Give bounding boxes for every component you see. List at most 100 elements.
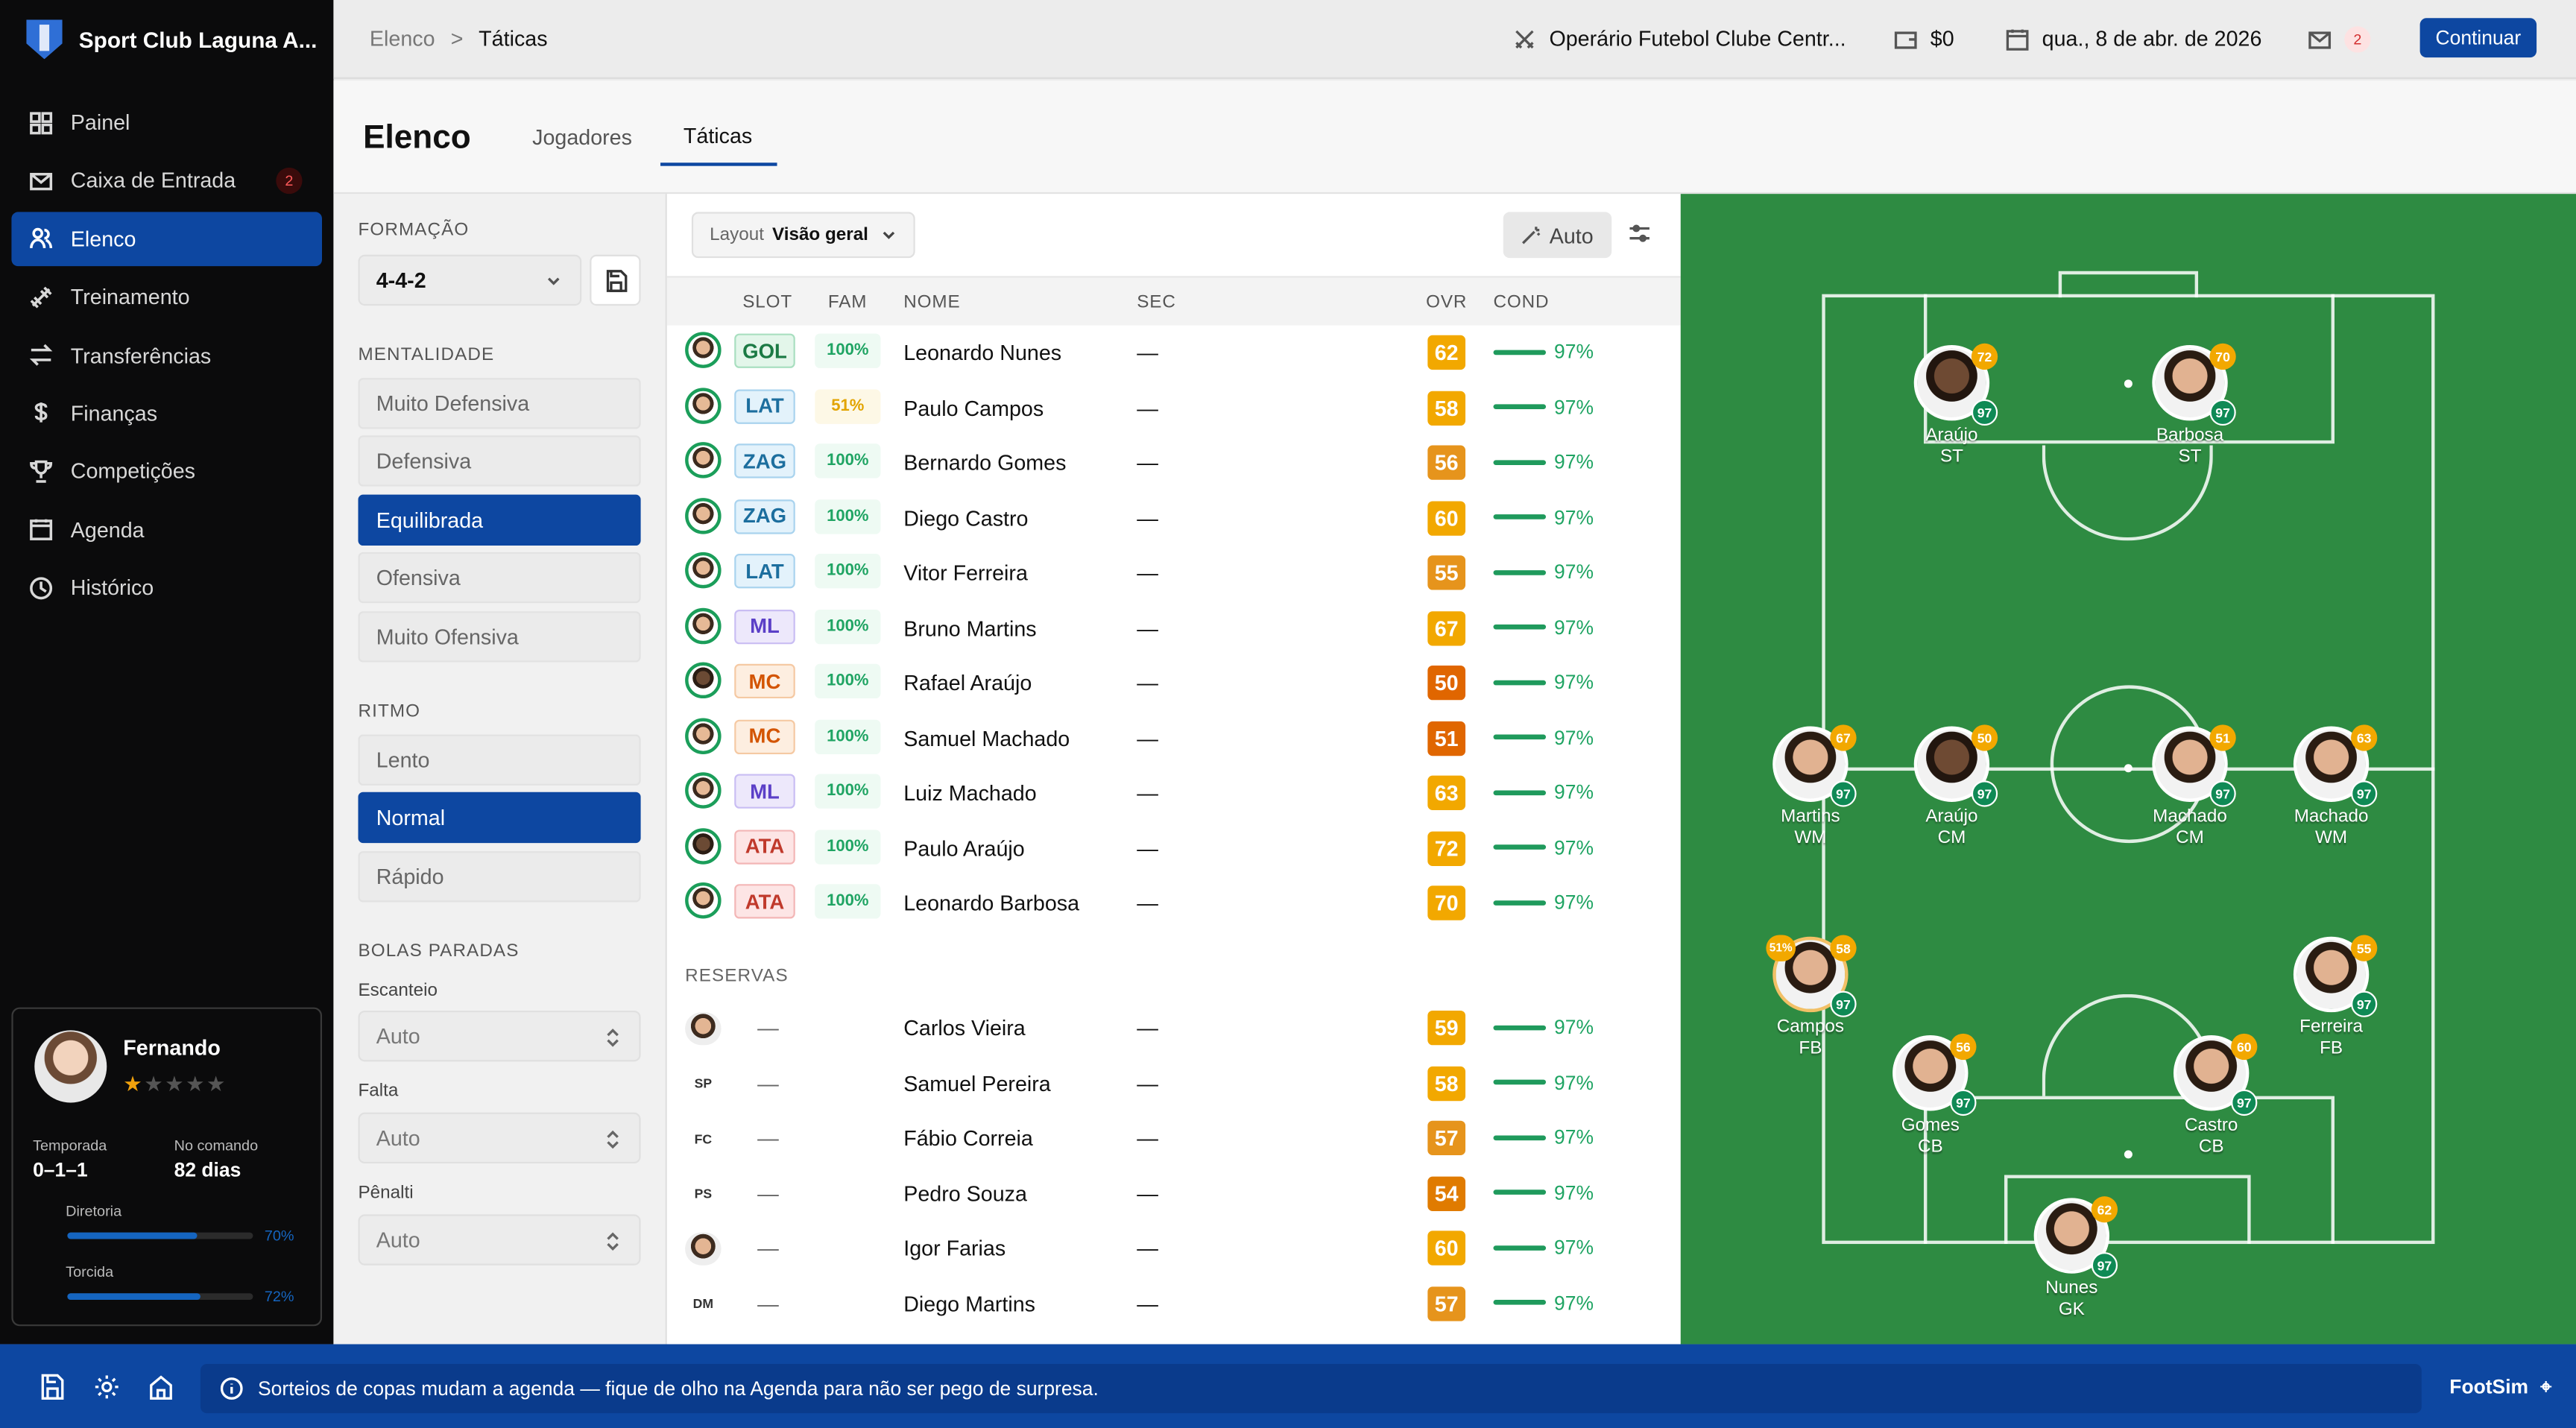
col-header-name[interactable]: NOME bbox=[903, 292, 961, 312]
slot-badge[interactable]: LAT bbox=[734, 554, 795, 589]
slot-badge[interactable]: ML bbox=[734, 608, 795, 644]
slot-badge[interactable]: ZAG bbox=[734, 499, 795, 534]
layout-select[interactable]: Layout Visão geral bbox=[691, 212, 915, 259]
player-name[interactable]: Leonardo Barbosa bbox=[903, 891, 1080, 916]
sidebar-item-treinamento[interactable]: Treinamento bbox=[11, 270, 322, 324]
pitch-player[interactable]: 72 97 Araújo ST bbox=[1894, 343, 2009, 468]
player-name[interactable]: Bernardo Gomes bbox=[903, 450, 1067, 476]
sidebar-item-transferencias[interactable]: Transferências bbox=[11, 328, 322, 382]
table-row[interactable]: ATA 100% Leonardo Barbosa — 70 97% bbox=[667, 876, 1681, 931]
formation-select[interactable]: 4-4-2 bbox=[358, 254, 582, 306]
mentality-option-muito-defensiva[interactable]: Muito Defensiva bbox=[358, 378, 641, 429]
tempo-option-lento[interactable]: Lento bbox=[358, 734, 641, 786]
table-row[interactable]: SP — Samuel Pereira — 58 97% bbox=[667, 1056, 1681, 1111]
mail-button[interactable]: 2 bbox=[2308, 25, 2371, 52]
player-name[interactable]: Leonardo Nunes bbox=[903, 340, 1062, 365]
pitch-player[interactable]: 56 97 Gomes CB bbox=[1873, 1033, 1988, 1158]
pitch-player[interactable]: 70 97 Barbosa ST bbox=[2133, 343, 2247, 468]
save-icon[interactable] bbox=[40, 1374, 66, 1400]
tempo-option-rapido[interactable]: Rápido bbox=[358, 851, 641, 903]
current-date[interactable]: qua., 8 de abr. de 2026 bbox=[2006, 26, 2261, 51]
player-name[interactable]: Carlos Vieira bbox=[903, 1015, 1026, 1040]
player-name[interactable]: Diego Castro bbox=[903, 505, 1029, 531]
table-row[interactable]: LAT 51% Paulo Campos — 58 97% bbox=[667, 380, 1681, 435]
col-header-ovr[interactable]: OVR bbox=[1426, 292, 1468, 312]
pitch-player[interactable]: 55 97 Ferreira FB bbox=[2273, 935, 2388, 1060]
table-row[interactable]: ZAG 100% Bernardo Gomes — 56 97% bbox=[667, 435, 1681, 490]
footsim-brand[interactable]: FootSim ⌖ bbox=[2449, 1375, 2551, 1400]
sidebar-item-historico[interactable]: Histórico bbox=[11, 560, 322, 615]
col-header-fam[interactable]: FAM bbox=[827, 292, 868, 312]
tab-jogadores[interactable]: Jogadores bbox=[532, 124, 632, 150]
sidebar-item-competicoes[interactable]: Competições bbox=[11, 444, 322, 499]
slot-badge[interactable]: MC bbox=[734, 663, 795, 699]
freekick-taker-select[interactable]: Auto bbox=[358, 1112, 641, 1164]
pitch-player[interactable]: 63 97 Machado WM bbox=[2273, 724, 2388, 850]
gear-icon[interactable] bbox=[94, 1374, 120, 1400]
player-name[interactable]: Diego Martins bbox=[903, 1290, 1036, 1315]
table-row[interactable]: — Igor Farias — 60 97% bbox=[667, 1221, 1681, 1276]
club-brand[interactable]: Sport Club Laguna A... bbox=[0, 0, 333, 79]
player-name[interactable]: Paulo Campos bbox=[903, 395, 1044, 420]
corner-taker-select[interactable]: Auto bbox=[358, 1010, 641, 1062]
slot-badge[interactable]: ZAG bbox=[734, 443, 795, 478]
col-header-sec[interactable]: SEC bbox=[1137, 292, 1176, 312]
sliders-icon[interactable] bbox=[1628, 222, 1651, 245]
table-row[interactable]: MC 100% Rafael Araújo — 50 97% bbox=[667, 656, 1681, 711]
col-header-slot[interactable]: SLOT bbox=[742, 292, 793, 312]
col-header-cond[interactable]: COND bbox=[1493, 292, 1550, 312]
table-row[interactable]: GOL 100% Leonardo Nunes — 62 97% bbox=[667, 326, 1681, 381]
pitch-player[interactable]: 62 97 Nunes GK bbox=[2014, 1196, 2129, 1321]
player-name[interactable]: Pedro Souza bbox=[903, 1181, 1027, 1206]
slot-badge[interactable]: ATA bbox=[734, 884, 795, 919]
pitch-player[interactable]: 51 97 Machado CM bbox=[2133, 724, 2247, 850]
tempo-option-normal[interactable]: Normal bbox=[358, 792, 641, 844]
balance[interactable]: $0 bbox=[1894, 26, 1954, 51]
sidebar-item-elenco[interactable]: Elenco bbox=[11, 211, 323, 266]
next-match[interactable]: Operário Futebol Clube Centr... bbox=[1513, 26, 1846, 51]
slot-badge[interactable]: ML bbox=[734, 774, 795, 809]
sidebar-item-agenda[interactable]: Agenda bbox=[11, 502, 322, 557]
table-row[interactable]: ML 100% Bruno Martins — 67 97% bbox=[667, 601, 1681, 656]
table-row[interactable]: ML 100% Luiz Machado — 63 97% bbox=[667, 765, 1681, 821]
sidebar-item-financas[interactable]: Finanças bbox=[11, 386, 322, 440]
sidebar-item-painel[interactable]: Painel bbox=[11, 95, 322, 150]
table-row[interactable]: ZAG 100% Diego Castro — 60 97% bbox=[667, 490, 1681, 546]
player-name[interactable]: Fábio Correia bbox=[903, 1125, 1033, 1151]
slot-badge[interactable]: MC bbox=[734, 718, 795, 754]
table-row[interactable]: MC 100% Samuel Machado — 51 97% bbox=[667, 711, 1681, 766]
player-name[interactable]: Luiz Machado bbox=[903, 780, 1037, 806]
pitch-player[interactable]: 67 97 Martins WM bbox=[1753, 724, 1868, 850]
slot-badge[interactable]: LAT bbox=[734, 388, 795, 423]
auto-pick-button[interactable]: Auto bbox=[1503, 212, 1612, 259]
table-row[interactable]: DM — Diego Martins — 57 97% bbox=[667, 1276, 1681, 1331]
mentality-option-defensiva[interactable]: Defensiva bbox=[358, 435, 641, 487]
pitch-player[interactable]: 60 97 Castro CB bbox=[2154, 1033, 2269, 1158]
table-row[interactable]: — Carlos Vieira — 59 97% bbox=[667, 1001, 1681, 1056]
breadcrumb-parent[interactable]: Elenco bbox=[369, 26, 435, 51]
player-name[interactable]: Bruno Martins bbox=[903, 615, 1037, 640]
pitch-player[interactable]: 51% 58 97 Campos FB bbox=[1753, 935, 1868, 1060]
slot-badge[interactable]: ATA bbox=[734, 829, 795, 864]
save-formation-button[interactable] bbox=[590, 254, 641, 306]
player-name[interactable]: Vitor Ferreira bbox=[903, 560, 1028, 585]
tab-taticas[interactable]: Táticas bbox=[683, 123, 753, 148]
table-row[interactable]: ATA 100% Paulo Araújo — 72 97% bbox=[667, 821, 1681, 876]
player-name[interactable]: Samuel Pereira bbox=[903, 1070, 1051, 1096]
slot-badge[interactable]: GOL bbox=[734, 333, 795, 368]
penalty-taker-select[interactable]: Auto bbox=[358, 1214, 641, 1266]
player-name[interactable]: Samuel Machado bbox=[903, 725, 1070, 751]
player-name[interactable]: Paulo Araújo bbox=[903, 835, 1025, 861]
mentality-option-equilibrada[interactable]: Equilibrada bbox=[358, 494, 641, 546]
player-name[interactable]: Rafael Araújo bbox=[903, 670, 1032, 695]
sidebar-item-inbox[interactable]: Caixa de Entrada 2 bbox=[11, 154, 322, 208]
pitch-player[interactable]: 50 97 Araújo CM bbox=[1894, 724, 2009, 850]
table-row[interactable]: LAT 100% Vitor Ferreira — 55 97% bbox=[667, 546, 1681, 601]
continue-button[interactable]: Continuar bbox=[2419, 18, 2537, 58]
table-row[interactable]: PS — Pedro Souza — 54 97% bbox=[667, 1166, 1681, 1221]
mentality-option-ofensiva[interactable]: Ofensiva bbox=[358, 552, 641, 604]
mentality-option-muito-ofensiva[interactable]: Muito Ofensiva bbox=[358, 611, 641, 663]
table-row[interactable]: FC — Fábio Correia — 57 97% bbox=[667, 1111, 1681, 1166]
home-icon[interactable] bbox=[148, 1374, 174, 1400]
player-name[interactable]: Igor Farias bbox=[903, 1236, 1006, 1261]
